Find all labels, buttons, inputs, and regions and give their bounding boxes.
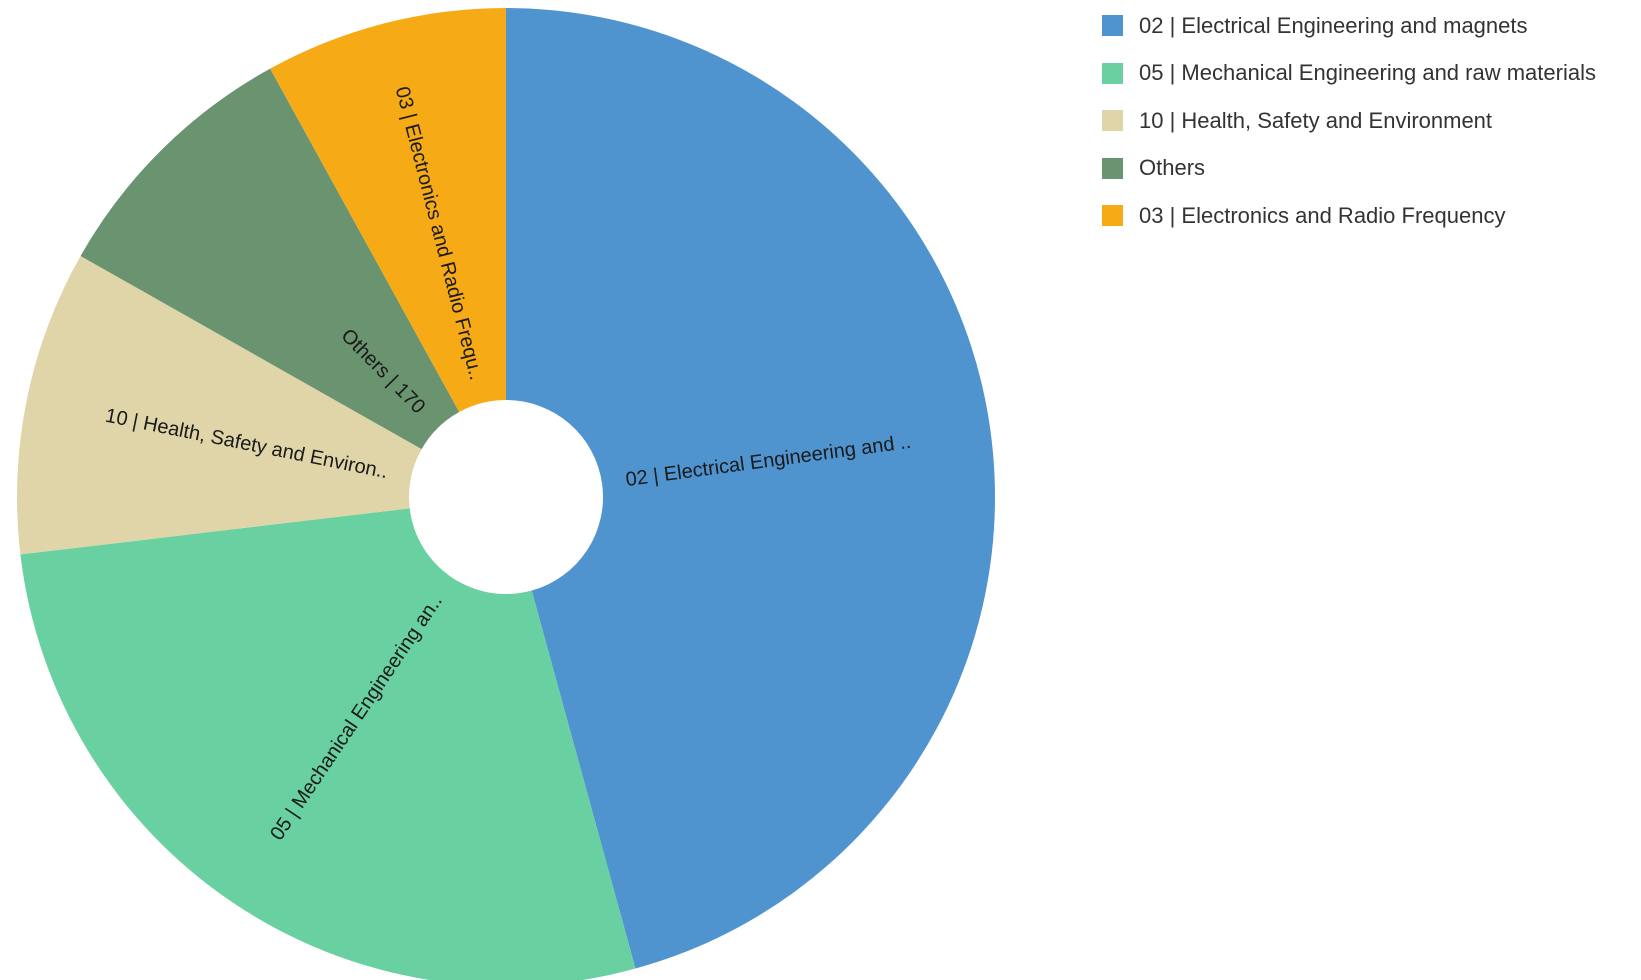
legend-label: 10 | Health, Safety and Environment	[1139, 107, 1493, 133]
slice-others[interactable]	[80, 68, 460, 450]
slice-05-mechanical-engineering-and-raw-materials[interactable]	[20, 508, 636, 980]
legend-swatch	[1102, 205, 1123, 227]
legend-item-03-electronics-and-radio-frequency[interactable]: 03 | Electronics and Radio Frequency	[1102, 192, 1634, 240]
legend-swatch	[1102, 157, 1123, 179]
legend-item-others[interactable]: Others	[1102, 145, 1634, 193]
legend-swatch	[1102, 110, 1123, 132]
legend-item-05-mechanical-engineering-and-raw-materials[interactable]: 05 | Mechanical Engineering and raw mate…	[1102, 50, 1634, 98]
slice-02-electrical-engineering-and-magnets[interactable]	[506, 8, 996, 969]
legend-item-10-health-safety-and-environment[interactable]: 10 | Health, Safety and Environment	[1102, 97, 1634, 145]
legend-label: 05 | Mechanical Engineering and raw mate…	[1139, 60, 1596, 86]
legend-item-02-electrical-engineering-and-magnets[interactable]: 02 | Electrical Engineering and magnets	[1102, 2, 1634, 50]
slice-03-electronics-and-radio-frequency[interactable]	[270, 8, 506, 413]
legend-label: Others	[1139, 155, 1206, 181]
legend-swatch	[1102, 62, 1123, 84]
legend-label: 02 | Electrical Engineering and magnets	[1139, 12, 1528, 38]
slice-10-health-safety-and-environment[interactable]	[17, 255, 422, 555]
legend: 02 | Electrical Engineering and magnets 0…	[1102, 2, 1634, 240]
legend-label: 03 | Electronics and Radio Frequency	[1139, 202, 1506, 228]
legend-swatch	[1102, 15, 1123, 37]
slices-group	[17, 8, 996, 980]
